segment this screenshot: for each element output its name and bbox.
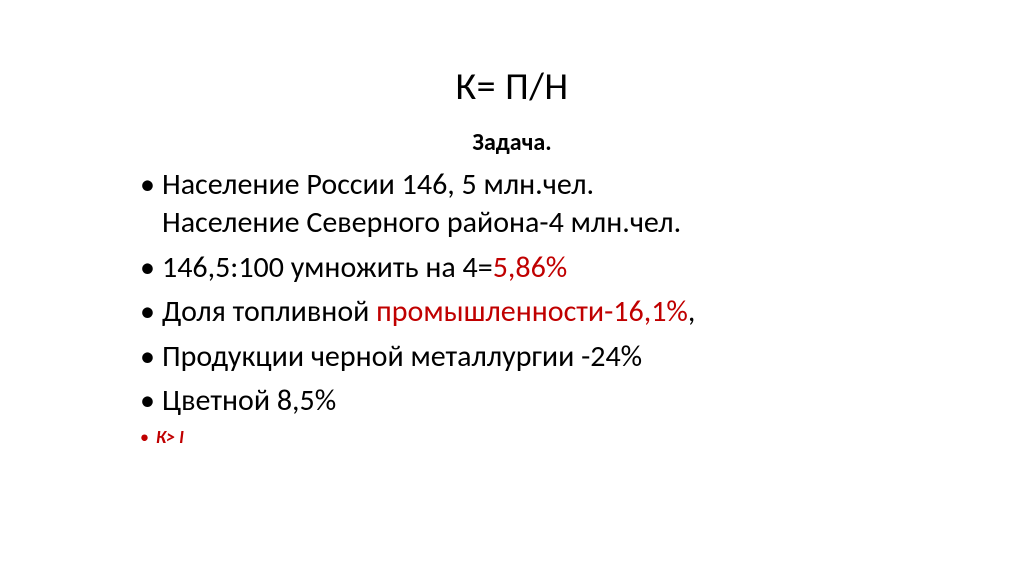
slide: К= П/Н Задача. Население России 146, 5 м… (0, 0, 1024, 574)
bullet-text-accent: промышленности-16,1% (376, 293, 688, 330)
slide-subtitle: Задача. (0, 128, 1024, 157)
bullet-item: Продукции черной металлургии -24% (140, 338, 964, 376)
slide-title: К= П/Н (0, 64, 1024, 110)
bullet-list: Население России 146, 5 млн.чел. Населен… (140, 166, 964, 449)
bullet-item: Население России 146, 5 млн.чел. Населен… (140, 166, 964, 243)
bullet-item: Цветной 8,5% (140, 382, 964, 420)
bullet-text: Население Северного района-4 млн.чел. (162, 204, 681, 241)
bullet-text: Население России 146, 5 млн.чел. (162, 166, 594, 203)
bullet-text: , (688, 293, 696, 330)
bullet-item: Доля топливной промышленности-16,1%, (140, 293, 964, 331)
bullet-text: Цветной 8,5% (162, 382, 336, 419)
bullet-item-small: К> I (140, 426, 964, 449)
bullet-text-accent: К> I (156, 426, 184, 448)
content-area: Население России 146, 5 млн.чел. Населен… (140, 166, 964, 455)
bullet-text: Продукции черной металлургии -24% (162, 338, 642, 375)
bullet-item: 146,5:100 умножить на 4=5,86% (140, 249, 964, 287)
bullet-text: Доля топливной (162, 293, 376, 330)
bullet-text-accent: 5,86% (493, 249, 568, 286)
bullet-text: 146,5:100 умножить на 4= (162, 249, 493, 286)
